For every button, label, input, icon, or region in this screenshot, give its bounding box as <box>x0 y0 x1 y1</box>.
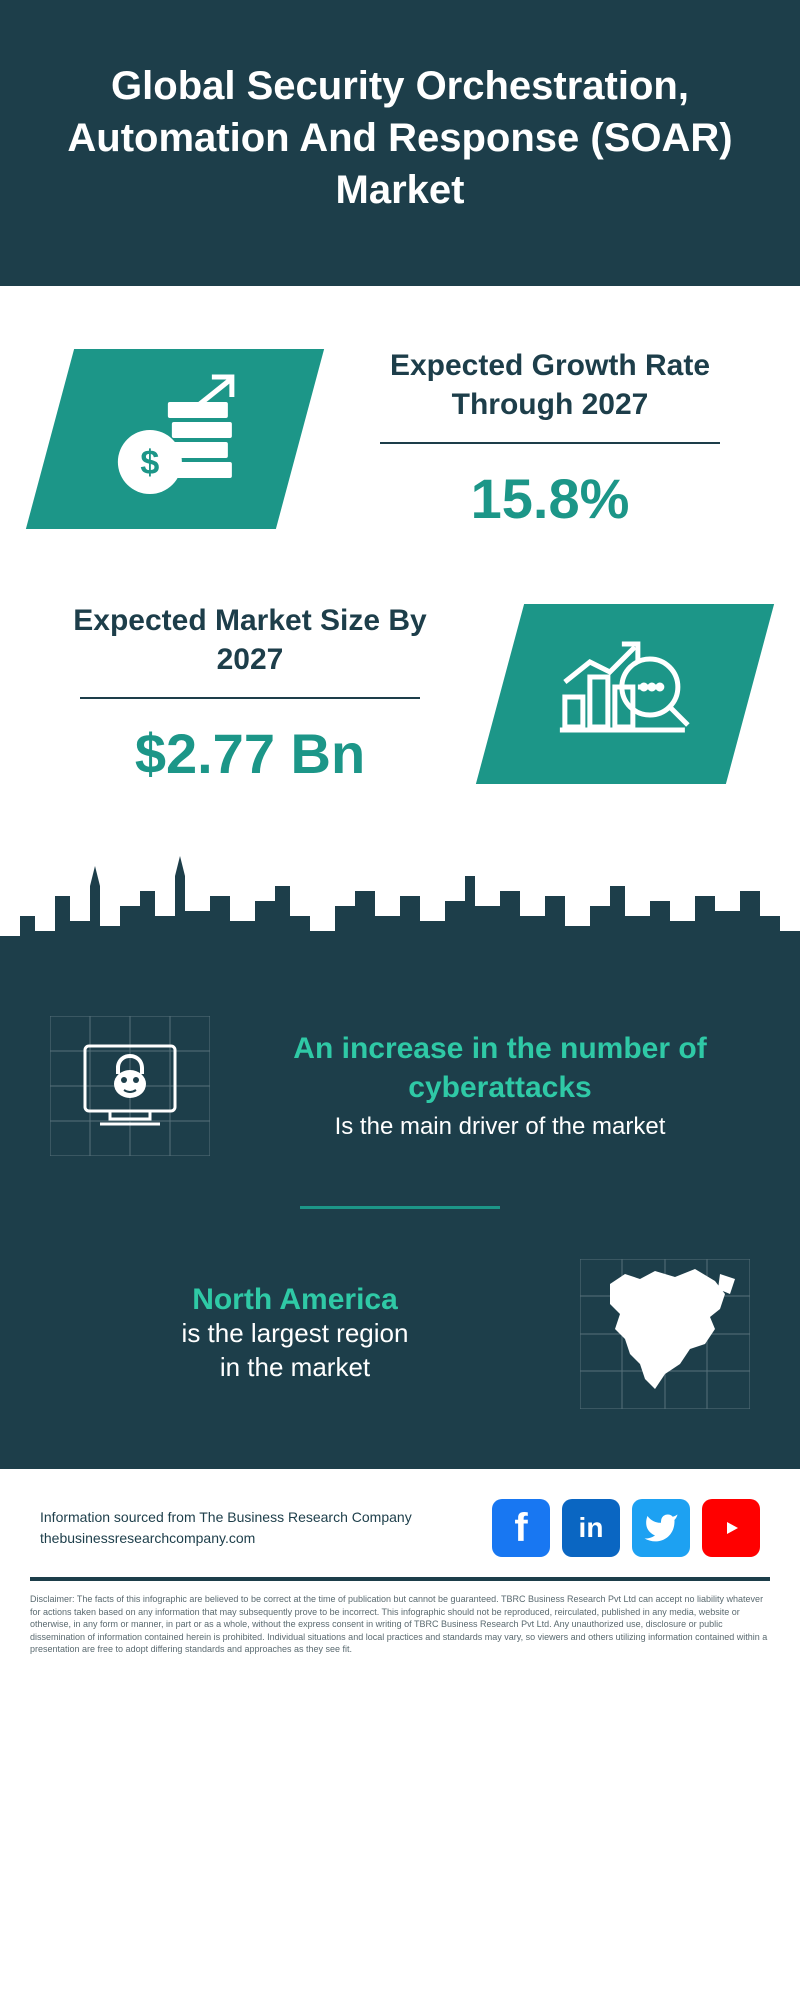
driver-text: An increase in the number of cyberattack… <box>250 1029 750 1142</box>
stat-2-section: Expected Market Size By 2027 $2.77 Bn <box>0 591 800 846</box>
linkedin-icon[interactable]: in <box>562 1499 620 1557</box>
region-sub-2: in the market <box>50 1351 540 1385</box>
facebook-icon[interactable]: f <box>492 1499 550 1557</box>
skyline-icon <box>0 846 800 976</box>
divider <box>80 697 420 699</box>
source-line: Information sourced from The Business Re… <box>40 1507 412 1528</box>
north-america-map-icon <box>580 1259 750 1409</box>
svg-text:$: $ <box>141 443 160 481</box>
region-highlight: North America <box>50 1283 540 1317</box>
stat-1-value: 15.8% <box>350 466 750 531</box>
driver-row: An increase in the number of cyberattack… <box>50 1016 750 1156</box>
stat-2-label: Expected Market Size By 2027 <box>50 601 450 679</box>
header: Global Security Orchestration, Automatio… <box>0 0 800 286</box>
dark-section: An increase in the number of cyberattack… <box>0 976 800 1469</box>
stat-1-section: $ Expected Growth Rate Through 2027 15.8… <box>0 286 800 591</box>
region-sub-1: is the largest region <box>50 1317 540 1351</box>
disclaimer-text: Disclaimer: The facts of this infographi… <box>0 1581 800 1686</box>
driver-sub: Is the main driver of the market <box>250 1111 750 1142</box>
divider <box>300 1206 500 1209</box>
stat-1-shape: $ <box>26 349 324 529</box>
footer: Information sourced from The Business Re… <box>0 1469 800 1577</box>
stat-2-row: Expected Market Size By 2027 $2.77 Bn <box>50 601 750 786</box>
footer-text: Information sourced from The Business Re… <box>40 1507 412 1549</box>
page-title: Global Security Orchestration, Automatio… <box>50 60 750 216</box>
analytics-icon <box>550 631 700 756</box>
social-icons: f in <box>492 1499 760 1557</box>
twitter-icon[interactable] <box>632 1499 690 1557</box>
stat-1-text: Expected Growth Rate Through 2027 15.8% <box>350 346 750 531</box>
source-site: thebusinessresearchcompany.com <box>40 1528 412 1549</box>
region-row: North America is the largest region in t… <box>50 1259 750 1409</box>
stat-2-text: Expected Market Size By 2027 $2.77 Bn <box>50 601 450 786</box>
divider <box>380 442 720 444</box>
cyberattack-icon <box>50 1016 210 1156</box>
driver-highlight: An increase in the number of cyberattack… <box>250 1029 750 1107</box>
stat-1-row: $ Expected Growth Rate Through 2027 15.8… <box>50 346 750 531</box>
youtube-icon[interactable] <box>702 1499 760 1557</box>
stat-2-value: $2.77 Bn <box>50 721 450 786</box>
region-text: North America is the largest region in t… <box>50 1283 540 1385</box>
money-growth-icon: $ <box>100 371 250 506</box>
stat-2-shape <box>476 604 774 784</box>
stat-1-label: Expected Growth Rate Through 2027 <box>350 346 750 424</box>
